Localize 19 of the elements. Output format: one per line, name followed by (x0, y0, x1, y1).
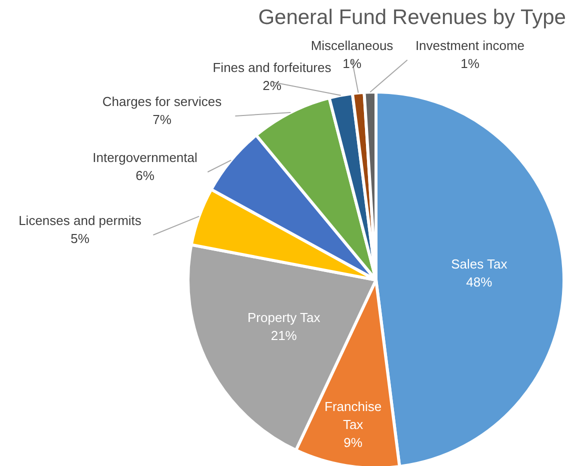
slice-label: Intergovernmental (92, 150, 198, 165)
chart-title: General Fund Revenues by Type (258, 6, 566, 29)
slice-label: Sales Tax (451, 256, 508, 272)
slice-label: Property Tax (247, 310, 321, 325)
slice-label: Licenses and permits (18, 213, 142, 228)
data-label: 48% (466, 274, 493, 290)
data-label: 5% (70, 231, 90, 246)
data-label: 1% (460, 56, 480, 71)
data-label: 9% (344, 434, 363, 450)
data-label: 2% (262, 78, 282, 93)
slice-label: Miscellaneous (310, 38, 394, 53)
data-label: 21% (270, 328, 298, 343)
slice-label: Charges for services (102, 94, 222, 109)
slice-label: Fines and forfeitures (212, 60, 332, 75)
data-label: 6% (136, 168, 155, 183)
slice-label: Franchise Tax (324, 398, 382, 432)
data-label: 1% (342, 56, 362, 71)
slice-label: Investment income (415, 38, 525, 53)
data-label: 7% (152, 112, 172, 127)
